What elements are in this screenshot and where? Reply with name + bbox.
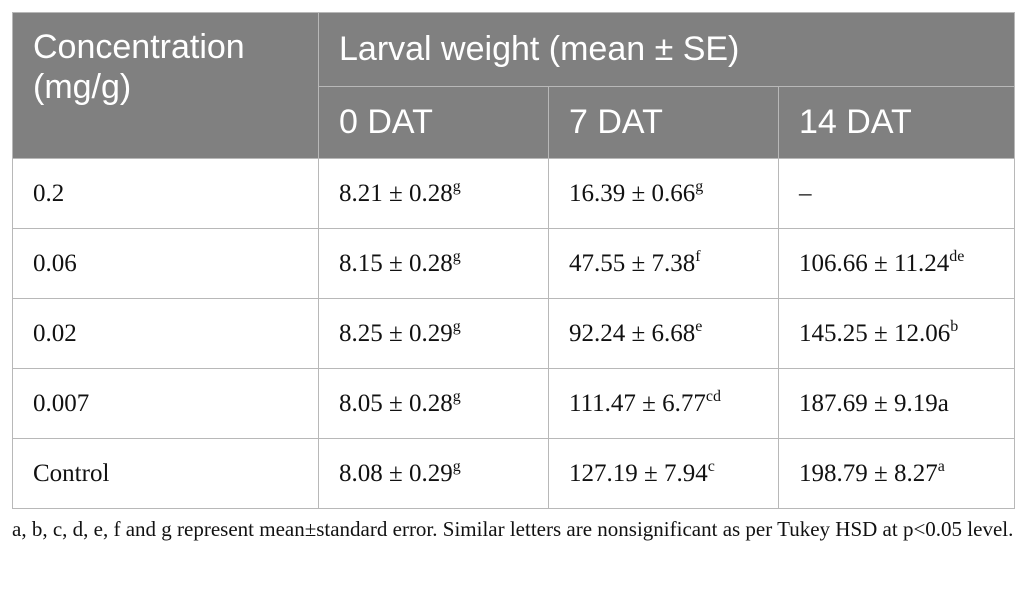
significance-letter: e xyxy=(695,317,703,335)
footnote: a, b, c, d, e, f and g represent mean±st… xyxy=(12,517,1014,541)
significance-letter: g xyxy=(452,317,461,335)
cell-value: 187.69 ± 9.19a xyxy=(799,389,949,417)
cell-value: 111.47 ± 6.77 xyxy=(569,389,706,417)
value-cell: 111.47 ± 6.77cd xyxy=(548,368,779,439)
cell-value: 106.66 ± 11.24 xyxy=(799,249,950,277)
significance-letter: cd xyxy=(705,387,721,405)
table-row: 0.2 8.21 ± 0.28g 16.39 ± 0.66g – xyxy=(12,158,1016,229)
header-cell: Concentration (mg/g) xyxy=(12,12,319,159)
cell-value: 8.25 ± 0.29 xyxy=(339,319,453,347)
header-cell: Larval weight (mean ± SE) xyxy=(317,12,1016,87)
cell-value: 92.24 ± 6.68 xyxy=(569,319,696,347)
value-cell: 198.79 ± 8.27a xyxy=(777,438,1016,509)
cell-value: 8.21 ± 0.28 xyxy=(339,179,453,207)
value-cell: 16.39 ± 0.66g xyxy=(548,158,779,229)
significance-letter: g xyxy=(452,457,461,475)
concentration-cell: 0.2 xyxy=(12,158,319,229)
concentration-cell: 0.06 xyxy=(12,228,319,299)
cell-value: 127.19 ± 7.94 xyxy=(569,459,708,487)
table-row: 0.06 8.15 ± 0.28g 47.55 ± 7.38f 106.66 ± 11… xyxy=(12,228,1016,299)
cell-value: 145.25 ± 12.06 xyxy=(799,319,951,347)
value-cell: 106.66 ± 11.24de xyxy=(777,228,1016,299)
value-cell: 47.55 ± 7.38f xyxy=(548,228,779,299)
header-row: Concentration (mg/g) Larval weight (mean… xyxy=(12,12,1016,159)
value-cell: 8.15 ± 0.28g xyxy=(318,228,549,299)
data-table: Concentration (mg/g) Larval weight (mean… xyxy=(12,12,1016,509)
concentration-cell: 0.007 xyxy=(12,368,319,439)
significance-letter: g xyxy=(695,177,704,195)
header-row: 0 DAT 7 DAT 14 DAT xyxy=(13,86,1016,159)
cell-value: 8.08 ± 0.29 xyxy=(339,459,453,487)
value-cell: 8.25 ± 0.29g xyxy=(318,298,549,369)
value-cell: 92.24 ± 6.68e xyxy=(548,298,779,369)
significance-letter: g xyxy=(452,387,461,405)
significance-letter: g xyxy=(452,177,461,195)
header-cell: 0 DAT xyxy=(318,86,549,159)
table-header: Concentration (mg/g) Larval weight (mean… xyxy=(12,12,1016,159)
significance-letter: f xyxy=(695,247,701,265)
cell-value: 198.79 ± 8.27 xyxy=(799,459,938,487)
cell-value: 8.15 ± 0.28 xyxy=(339,249,453,277)
significance-letter: c xyxy=(707,457,715,475)
table-row: Control 8.08 ± 0.29g 127.19 ± 7.94c 198.79 … xyxy=(12,438,1016,509)
cell-value: 16.39 ± 0.66 xyxy=(569,179,696,207)
value-cell: 8.05 ± 0.28g xyxy=(318,368,549,439)
value-cell: 145.25 ± 12.06b xyxy=(777,298,1016,369)
value-cell: 8.21 ± 0.28g xyxy=(318,158,549,229)
significance-letter: b xyxy=(950,317,959,335)
concentration-cell: 0.02 xyxy=(12,298,319,369)
table-row: 0.007 8.05 ± 0.28g 111.47 ± 6.77cd 187.69 ±… xyxy=(12,368,1016,439)
value-cell: 127.19 ± 7.94c xyxy=(548,438,779,509)
cell-value: 8.05 ± 0.28 xyxy=(339,389,453,417)
significance-letter: a xyxy=(937,457,945,475)
table-body: 0.2 8.21 ± 0.28g 16.39 ± 0.66g –0.06 8.15 ± … xyxy=(12,158,1016,509)
concentration-cell: Control xyxy=(12,438,319,509)
header-cell: 14 DAT xyxy=(777,86,1016,159)
value-cell: 8.08 ± 0.29g xyxy=(318,438,549,509)
value-cell: 187.69 ± 9.19a xyxy=(777,368,1016,439)
cell-value: – xyxy=(799,179,812,207)
header-cell: 7 DAT xyxy=(548,86,779,159)
significance-letter: g xyxy=(452,247,461,265)
value-cell: – xyxy=(777,158,1016,229)
cell-value: 47.55 ± 7.38 xyxy=(569,249,696,277)
table-row: 0.02 8.25 ± 0.29g 92.24 ± 6.68e 145.25 ± 12… xyxy=(12,298,1016,369)
significance-letter: de xyxy=(949,247,965,265)
